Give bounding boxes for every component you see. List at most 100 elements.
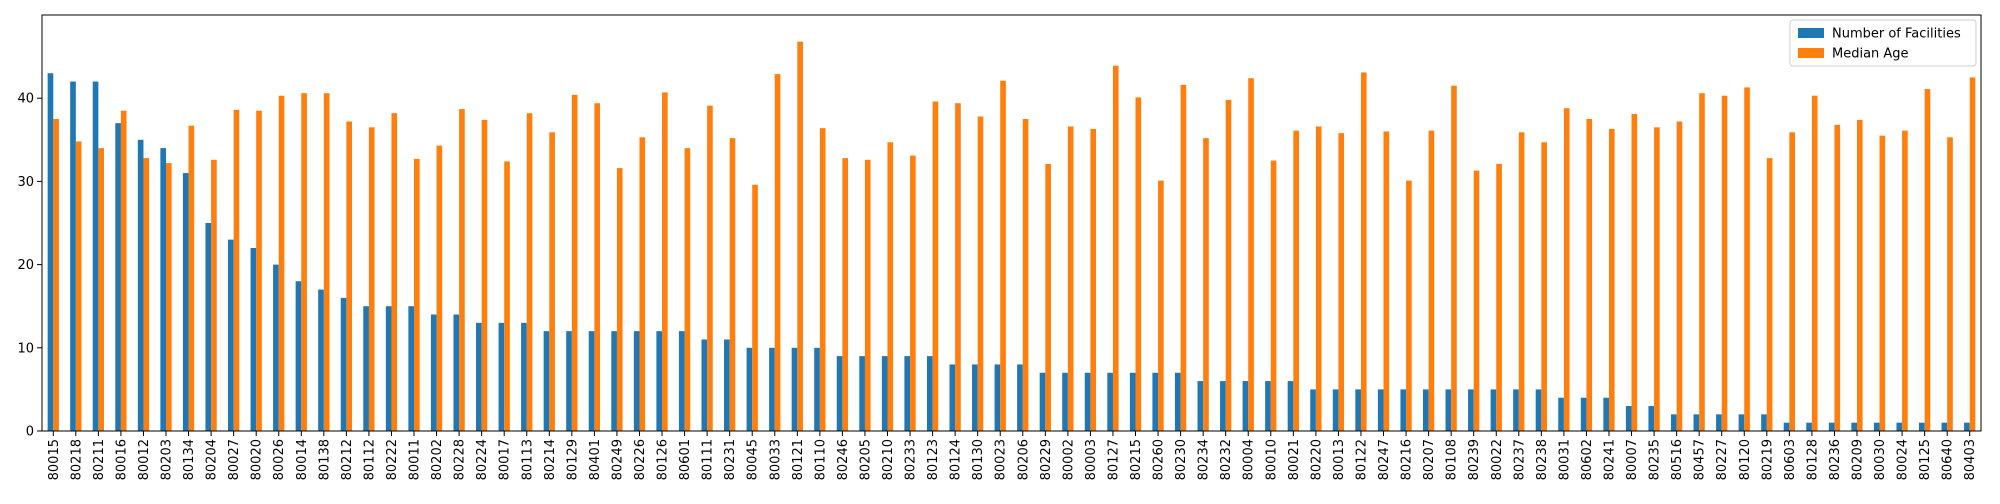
x-tick-label: 80012 xyxy=(137,439,152,480)
bar-facilities-80516 xyxy=(1670,414,1677,431)
bars-layer xyxy=(47,41,1976,432)
bar-median-age-80026 xyxy=(278,95,285,431)
bar-facilities-80010 xyxy=(1265,381,1271,431)
bar-median-age-80602 xyxy=(1586,119,1593,431)
bar-median-age-80401 xyxy=(594,103,601,431)
y-axis: 0 10 20 30 40 xyxy=(17,92,42,440)
bar-facilities-80003 xyxy=(1084,372,1091,431)
x-tick-label: 80227 xyxy=(1715,439,1730,480)
x-tick-label: 80235 xyxy=(1648,439,1663,480)
bar-facilities-80231 xyxy=(724,339,730,431)
bar-median-age-80121 xyxy=(797,41,803,432)
x-tick-label: 80204 xyxy=(205,439,220,480)
bar-facilities-80218 xyxy=(70,81,76,431)
x-tick-label: 80236 xyxy=(1828,439,1843,480)
bar-median-age-80122 xyxy=(1360,72,1367,431)
x-tick-label: 80219 xyxy=(1760,439,1775,480)
x-tick-label: 80216 xyxy=(1400,439,1415,480)
x-tick-label: 80401 xyxy=(588,439,603,480)
y-tick-label: 10 xyxy=(17,341,34,356)
bar-facilities-80239 xyxy=(1468,389,1474,431)
x-tick-label: 80015 xyxy=(47,439,62,480)
legend-label: Median Age xyxy=(1832,47,1909,62)
x-tick-label: 80241 xyxy=(1602,439,1617,480)
bar-median-age-80202 xyxy=(436,145,443,431)
legend: Number of Facilities Median Age xyxy=(1789,19,1977,67)
bar-median-age-80210 xyxy=(887,142,894,432)
bar-facilities-80228 xyxy=(453,314,460,431)
x-tick-label: 80601 xyxy=(678,439,693,480)
bar-median-age-80218 xyxy=(75,141,82,431)
x-tick-label: 80021 xyxy=(1287,439,1302,480)
x-tick-label: 80202 xyxy=(430,439,445,480)
bar-facilities-80021 xyxy=(1287,381,1294,431)
x-tick-label: 80014 xyxy=(295,439,310,480)
bar-median-age-80457 xyxy=(1699,93,1705,432)
bar-median-age-80232 xyxy=(1225,99,1232,432)
bar-median-age-80002 xyxy=(1067,126,1074,432)
bar-facilities-80211 xyxy=(92,81,99,431)
y-tick-label: 0 xyxy=(26,425,34,440)
x-tick-label: 80031 xyxy=(1557,439,1572,480)
bar-median-age-80224 xyxy=(481,119,488,431)
plot-frame xyxy=(41,14,1982,432)
bar-median-age-80260 xyxy=(1158,180,1164,431)
bar-facilities-80226 xyxy=(633,331,640,431)
bar-facilities-80224 xyxy=(476,322,482,431)
bar-median-age-80205 xyxy=(864,159,871,431)
bar-median-age-80128 xyxy=(1811,95,1818,431)
bar-median-age-80124 xyxy=(955,103,961,431)
x-tick-label: 80224 xyxy=(475,439,490,480)
bar-median-age-80014 xyxy=(301,93,307,432)
bar-facilities-80120 xyxy=(1738,414,1745,431)
bar-facilities-80260 xyxy=(1152,372,1159,431)
y-tick-label: 40 xyxy=(17,92,34,107)
x-tick-label: 80045 xyxy=(746,439,761,480)
bar-median-age-80110 xyxy=(819,128,826,431)
y-tick-label: 30 xyxy=(17,175,34,190)
bar-facilities-80205 xyxy=(859,356,865,431)
bar-facilities-80004 xyxy=(1242,381,1249,431)
bar-median-age-80023 xyxy=(1000,80,1006,431)
x-tick-label: 80024 xyxy=(1896,439,1911,480)
bar-facilities-80027 xyxy=(228,239,234,431)
bar-facilities-80134 xyxy=(182,173,189,431)
bar-median-age-80237 xyxy=(1518,132,1525,431)
legend-box xyxy=(1789,19,1977,67)
bar-median-age-80045 xyxy=(752,184,758,431)
bar-facilities-80112 xyxy=(363,306,369,431)
bar-facilities-80602 xyxy=(1580,397,1587,431)
bar-median-age-80130 xyxy=(977,116,984,431)
bar-facilities-80121 xyxy=(791,347,798,431)
x-tick-label: 80027 xyxy=(227,439,242,480)
bar-facilities-80108 xyxy=(1445,389,1452,431)
x-tick-label: 80260 xyxy=(1152,439,1167,480)
x-tick-label: 80603 xyxy=(1783,439,1798,480)
bar-median-age-80015 xyxy=(53,119,59,431)
x-tick-label: 80016 xyxy=(114,439,129,480)
x-tick-label: 80123 xyxy=(926,439,941,480)
bar-median-age-80207 xyxy=(1428,130,1435,431)
bar-median-age-80238 xyxy=(1541,142,1547,432)
bar-median-age-80024 xyxy=(1902,130,1908,431)
bar-median-age-80033 xyxy=(774,74,781,431)
x-tick-label: 80233 xyxy=(904,439,919,480)
bar-facilities-80023 xyxy=(994,364,1001,431)
bar-facilities-80128 xyxy=(1806,422,1812,431)
bar-facilities-80110 xyxy=(814,347,820,431)
x-tick-label: 80129 xyxy=(565,439,580,480)
x-tick-label: 80111 xyxy=(701,439,716,480)
x-tick-label: 80126 xyxy=(656,439,671,480)
x-tick-label: 80640 xyxy=(1941,439,1956,480)
x-tick-label: 80228 xyxy=(453,439,468,480)
bar-facilities-80124 xyxy=(949,364,956,431)
bar-median-age-80013 xyxy=(1338,133,1345,431)
x-tick-label: 80403 xyxy=(1963,439,1978,480)
x-tick-label: 80112 xyxy=(362,439,377,480)
x-tick-label: 80122 xyxy=(1354,439,1369,480)
bar-facilities-80241 xyxy=(1603,397,1609,431)
bar-facilities-80206 xyxy=(1017,364,1023,431)
bar-facilities-80207 xyxy=(1422,389,1429,431)
bar-facilities-80401 xyxy=(588,331,595,431)
bar-facilities-80024 xyxy=(1896,422,1903,431)
